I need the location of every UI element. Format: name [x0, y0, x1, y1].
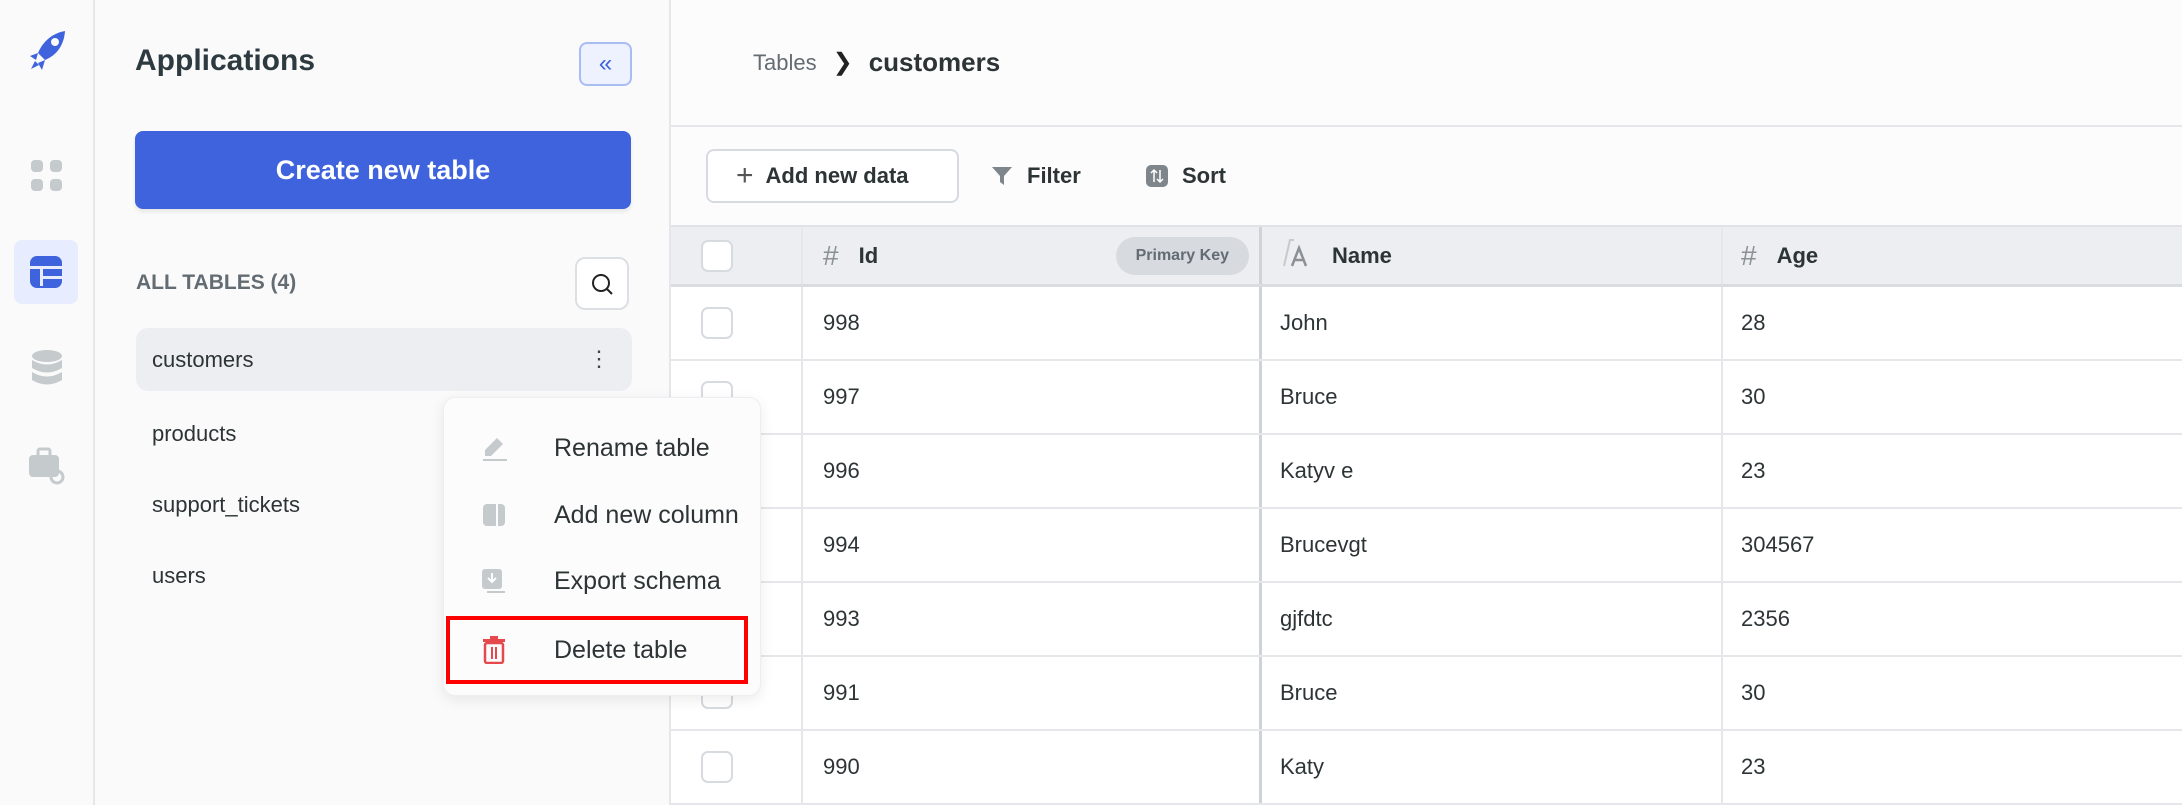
filter-label: Filter: [1027, 163, 1081, 188]
breadcrumb-tables[interactable]: Tables: [753, 49, 817, 75]
table-row[interactable]: 997 Bruce 30: [671, 361, 2182, 435]
cell-name[interactable]: Bruce: [1262, 361, 1723, 433]
number-type-icon: #: [1741, 239, 1757, 271]
add-new-data-button[interactable]: + Add new data: [706, 149, 959, 203]
cell-age[interactable]: 23: [1741, 458, 1766, 483]
cell-age[interactable]: 30: [1741, 680, 1766, 705]
column-icon: [474, 503, 514, 527]
table-row[interactable]: 993 gjfdtc 2356: [671, 583, 2182, 657]
row-checkbox[interactable]: [701, 751, 733, 783]
select-all-checkbox[interactable]: [701, 239, 733, 272]
rocket-logo-icon[interactable]: [14, 18, 80, 84]
cell-name[interactable]: Bruce: [1262, 657, 1723, 729]
cell-name[interactable]: Katy: [1262, 731, 1723, 803]
select-all-cell: [671, 227, 803, 284]
row-select-cell: [671, 731, 803, 803]
column-label: Id: [858, 242, 879, 268]
column-label: Age: [1776, 242, 1819, 268]
table-item-support-tickets[interactable]: support_tickets: [136, 473, 632, 536]
chevron-right-icon: ❯: [832, 49, 853, 76]
menu-item-label: Rename table: [554, 433, 710, 462]
menu-item-label: Export schema: [554, 566, 721, 595]
text-type-icon: [1280, 238, 1314, 274]
column-header-name[interactable]: Name: [1262, 227, 1723, 284]
rename-table-menu-item[interactable]: Rename table: [444, 418, 762, 478]
sidebar-title: Applications: [135, 44, 316, 77]
cell-id[interactable]: 997: [803, 361, 1262, 433]
table-row[interactable]: 998 John 28: [671, 287, 2182, 361]
delete-table-menu-item[interactable]: Delete table: [446, 616, 748, 684]
cell-age[interactable]: 2356: [1741, 606, 1790, 631]
trash-icon: [474, 636, 514, 664]
export-schema-menu-item[interactable]: Export schema: [444, 551, 762, 611]
table-item-label: support_tickets: [152, 491, 300, 517]
table-item-label: customers: [152, 346, 254, 372]
cell-name[interactable]: gjfdtc: [1262, 583, 1723, 655]
add-new-column-menu-item[interactable]: Add new column: [444, 485, 762, 545]
toolkit-icon[interactable]: [14, 432, 80, 498]
table-row[interactable]: 991 Bruce 30: [671, 657, 2182, 731]
sort-label: Sort: [1182, 163, 1226, 188]
cell-id[interactable]: 990: [803, 731, 1262, 803]
breadcrumb-current: customers: [868, 47, 1001, 77]
cell-name[interactable]: Katyv e: [1262, 435, 1723, 507]
cell-id[interactable]: 994: [803, 509, 1262, 581]
icon-rail: [0, 0, 95, 805]
table-header-row: # Id Primary Key Name # Age: [671, 225, 2182, 287]
kebab-menu-icon[interactable]: ⋮: [588, 346, 610, 371]
all-tables-label: ALL TABLES (4): [136, 271, 297, 294]
create-new-table-button[interactable]: Create new table: [135, 131, 631, 209]
plus-icon: +: [736, 159, 754, 192]
collapse-sidebar-button[interactable]: «: [579, 42, 632, 86]
cell-name[interactable]: John: [1262, 287, 1723, 359]
cell-name[interactable]: Brucevgt: [1262, 509, 1723, 581]
column-label: Name: [1332, 242, 1392, 268]
cell-id[interactable]: 996: [803, 435, 1262, 507]
menu-item-label: Delete table: [554, 635, 688, 664]
apps-grid-icon[interactable]: [14, 143, 80, 209]
table-row[interactable]: 990 Katy 23: [671, 731, 2182, 805]
table-item-users[interactable]: users: [136, 544, 632, 607]
table-row[interactable]: 994 Brucevgt 304567: [671, 509, 2182, 583]
cell-id[interactable]: 991: [803, 657, 1262, 729]
cell-age[interactable]: 30: [1741, 384, 1766, 409]
menu-item-label: Add new column: [554, 500, 739, 529]
column-header-id[interactable]: # Id Primary Key: [803, 227, 1262, 284]
number-type-icon: #: [823, 239, 839, 271]
database-icon[interactable]: [14, 335, 80, 401]
filter-button[interactable]: Filter: [991, 149, 1081, 203]
main-content: Tables ❯ customers + Add new data Filter…: [671, 0, 2182, 805]
table-context-menu: Rename table Add new column Export schem…: [443, 397, 761, 696]
row-checkbox[interactable]: [701, 307, 733, 339]
cell-age[interactable]: 304567: [1741, 532, 1815, 557]
pencil-icon: [474, 435, 514, 461]
tables-nav-icon[interactable]: [14, 240, 78, 304]
add-new-data-label: Add new data: [765, 163, 909, 188]
data-table: # Id Primary Key Name # Age 998 John 28 997…: [671, 225, 2182, 805]
cell-age[interactable]: 23: [1741, 754, 1766, 779]
table-item-products[interactable]: products: [136, 402, 632, 465]
row-select-cell: [671, 287, 803, 359]
table-item-label: products: [152, 420, 237, 446]
primary-key-badge: Primary Key: [1115, 237, 1249, 275]
cell-age[interactable]: 28: [1741, 310, 1766, 335]
cell-id[interactable]: 993: [803, 583, 1262, 655]
table-row[interactable]: 996 Katyv e 23: [671, 435, 2182, 509]
sort-button[interactable]: Sort: [1146, 149, 1226, 203]
search-tables-button[interactable]: [575, 257, 629, 310]
column-header-age[interactable]: # Age: [1723, 227, 2182, 284]
search-icon: [592, 273, 613, 295]
sort-icon: [1146, 165, 1168, 187]
filter-icon: [992, 167, 1012, 185]
table-item-customers[interactable]: customers ⋮: [136, 328, 632, 391]
breadcrumb: Tables ❯ customers: [671, 0, 2182, 127]
export-icon: [474, 568, 514, 594]
cell-id[interactable]: 998: [803, 287, 1262, 359]
table-item-label: users: [152, 562, 206, 588]
